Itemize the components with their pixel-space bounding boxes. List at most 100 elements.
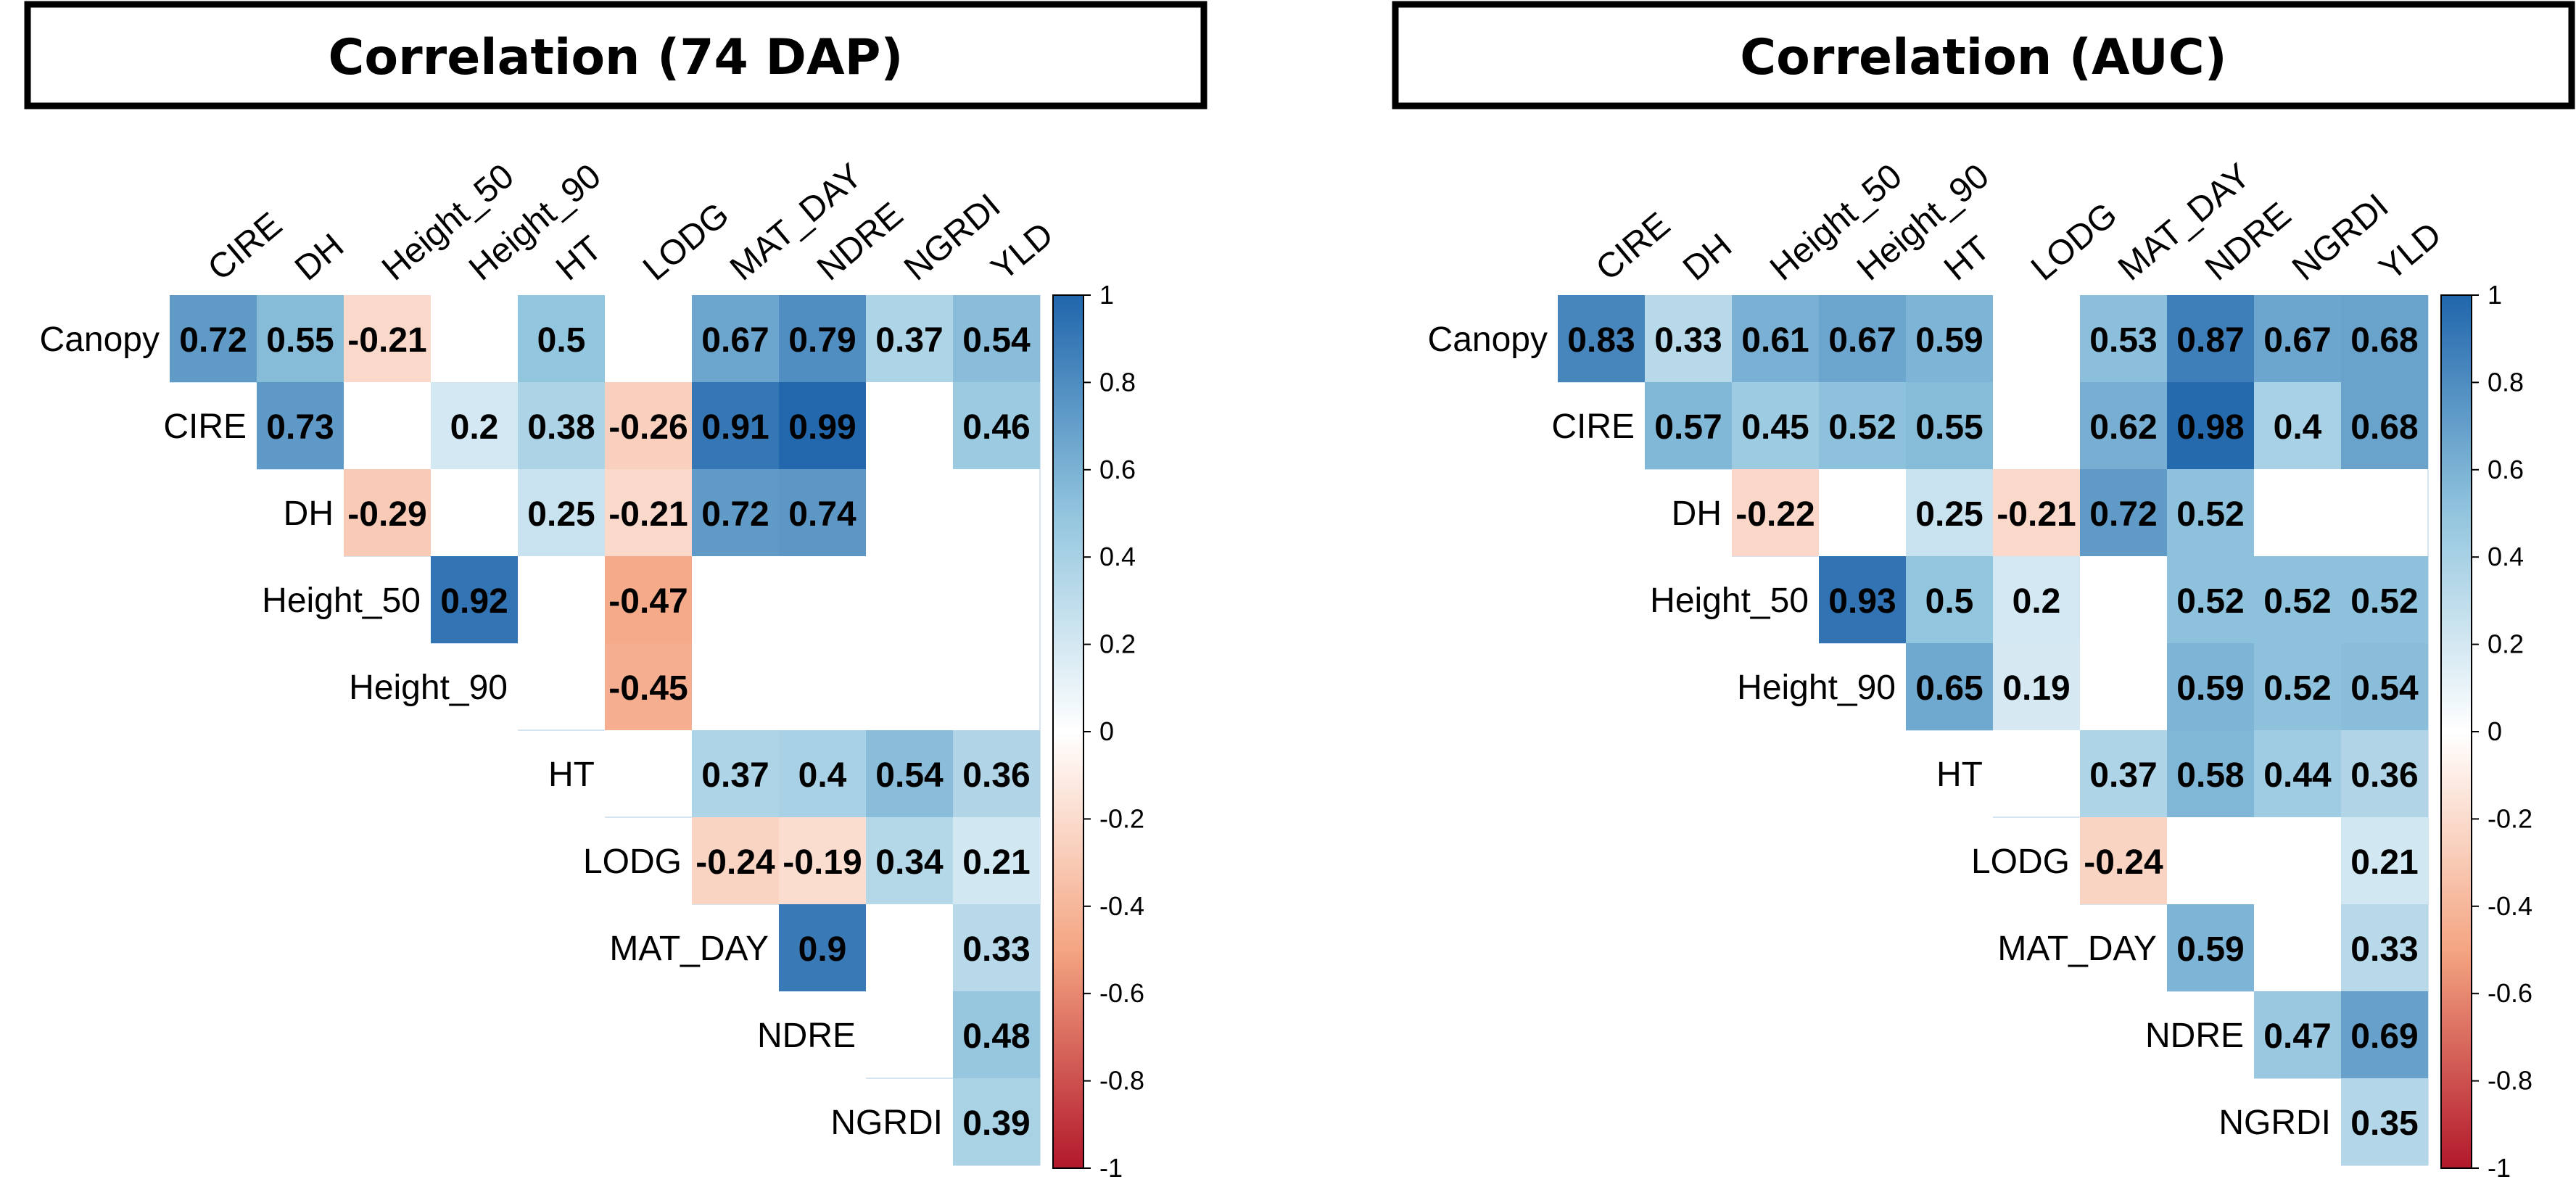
- row-label: DH: [284, 495, 334, 533]
- cell-value-label: 0.54: [2350, 669, 2419, 708]
- heatmap-cell: [779, 382, 866, 469]
- heatmap-cell: [2341, 730, 2428, 817]
- cell-value-label: 0.52: [1828, 408, 1896, 447]
- column-label: NGRDI: [897, 186, 1008, 288]
- cell-value-label: 0.52: [2176, 495, 2244, 534]
- cell-value-label: 0.67: [701, 321, 769, 360]
- colorbar-tick-label: 1: [1099, 280, 1114, 310]
- heatmap-cell: [1819, 382, 1906, 469]
- heatmap-cell: [692, 730, 779, 817]
- heatmap-cell: [779, 469, 866, 556]
- heatmap-cell: [1645, 382, 1732, 469]
- heatmap-cell: [692, 469, 779, 556]
- row-label: Height_50: [262, 582, 421, 620]
- row-label: Height_50: [1650, 582, 1809, 620]
- heatmap-cell: [2167, 469, 2254, 556]
- cell-value-label: 0.2: [2012, 582, 2061, 621]
- cell-value-label: -0.19: [783, 843, 862, 882]
- colorbar: [1052, 294, 1084, 1169]
- cell-value-label: 0.4: [2274, 408, 2322, 447]
- cell-value-label: 0.46: [962, 408, 1030, 447]
- heatmap-cell: [2341, 556, 2428, 643]
- colorbar-tick-label: 0.4: [1099, 542, 1136, 571]
- cell-value-label: -0.45: [608, 669, 688, 708]
- colorbar-tick-label: 0.2: [1099, 629, 1136, 659]
- colorbar-tick-label: -1: [2488, 1153, 2511, 1183]
- cell-value-label: 0.48: [962, 1017, 1030, 1056]
- heatmap-cell: [1819, 295, 1906, 382]
- cell-value-label: -0.21: [347, 321, 426, 360]
- heatmap-cell: [1993, 469, 2080, 556]
- heatmap-cell: [1645, 295, 1732, 382]
- cell-value-label: 0.52: [2350, 582, 2418, 621]
- heatmap-cell: [2254, 730, 2341, 817]
- cell-value-label: 0.5: [1925, 582, 1974, 621]
- heatmap-cell: [866, 817, 953, 904]
- cell-value-label: 0.44: [2263, 756, 2332, 795]
- heatmap-cell: [2167, 382, 2254, 469]
- row-label: NGRDI: [830, 1104, 943, 1142]
- heatmap-cell: [779, 817, 866, 904]
- colorbar-tick-label: 0.2: [2488, 629, 2524, 659]
- heatmap-cell: [605, 469, 692, 556]
- column-label: CIRE: [1589, 205, 1677, 288]
- row-label: NGRDI: [2218, 1104, 2331, 1142]
- cell-value-label: 0.37: [2089, 756, 2157, 795]
- cell-value-label: 0.19: [2002, 669, 2070, 708]
- chart-title-74-dap: Correlation (74 DAP): [329, 29, 904, 86]
- heatmap-cell: [605, 643, 692, 730]
- cell-value-label: 0.67: [2263, 321, 2331, 360]
- cell-value-label: -0.24: [2084, 843, 2163, 882]
- heatmap-cell: [953, 817, 1040, 904]
- heatmap-cell: [1906, 643, 1993, 730]
- cell-value-label: 0.55: [1915, 408, 1983, 447]
- colorbar-tick-label: -0.4: [2488, 891, 2532, 921]
- colorbar-tick-label: 0.4: [2488, 542, 2524, 571]
- row-label: LODG: [583, 843, 682, 881]
- heatmap-cell: [170, 295, 257, 382]
- heatmap-cell: [1732, 295, 1819, 382]
- cell-value-label: -0.21: [608, 495, 688, 534]
- cell-value-label: 0.57: [1654, 408, 1722, 447]
- column-label: DH: [1676, 226, 1739, 288]
- cell-value-label: 0.67: [1828, 321, 1896, 360]
- heatmap-cell: [2080, 730, 2167, 817]
- cell-value-label: 0.38: [527, 408, 595, 447]
- heatmap-cell: [2167, 556, 2254, 643]
- column-label: HT: [549, 229, 609, 289]
- cell-value-label: 0.68: [2350, 408, 2418, 447]
- cell-value-label: 0.4: [798, 756, 847, 795]
- column-label: HT: [1937, 229, 1997, 289]
- heatmap-cell: [2080, 469, 2167, 556]
- cell-value-label: 0.45: [1741, 408, 1809, 447]
- cell-value-label: 0.37: [701, 756, 769, 795]
- cell-value-label: 0.68: [2350, 321, 2418, 360]
- cell-value-label: 0.69: [2350, 1017, 2418, 1056]
- row-label: NDRE: [757, 1017, 856, 1055]
- cell-value-label: 0.47: [2263, 1017, 2331, 1056]
- colorbar-tick-label: -0.6: [1099, 978, 1144, 1008]
- cell-value-label: 0.87: [2176, 321, 2244, 360]
- heatmap-cell: [605, 382, 692, 469]
- colorbar-tick-label: -0.2: [2488, 803, 2532, 833]
- row-label: DH: [1672, 495, 1722, 533]
- cell-value-label: 0.52: [2176, 582, 2244, 621]
- heatmap-cell: [2254, 643, 2341, 730]
- cell-value-label: 0.61: [1741, 321, 1809, 360]
- cell-value-label: 0.37: [875, 321, 943, 360]
- cell-value-label: -0.24: [695, 843, 775, 882]
- cell-value-label: 0.72: [2089, 495, 2157, 534]
- heatmap-cell: [1906, 382, 1993, 469]
- title-box-auc: [1392, 1, 2575, 109]
- heatmap-cell: [866, 730, 953, 817]
- cell-value-label: 0.54: [875, 756, 944, 795]
- heatmap-cell: [2341, 1078, 2428, 1165]
- colorbar-tick-label: -0.4: [1099, 891, 1144, 921]
- cell-value-label: 0.99: [788, 408, 856, 447]
- cell-value-label: 0.25: [1915, 495, 1983, 534]
- heatmap-cell: [1906, 295, 1993, 382]
- cell-value-label: 0.33: [2350, 930, 2418, 969]
- cell-value-label: 0.65: [1915, 669, 1983, 708]
